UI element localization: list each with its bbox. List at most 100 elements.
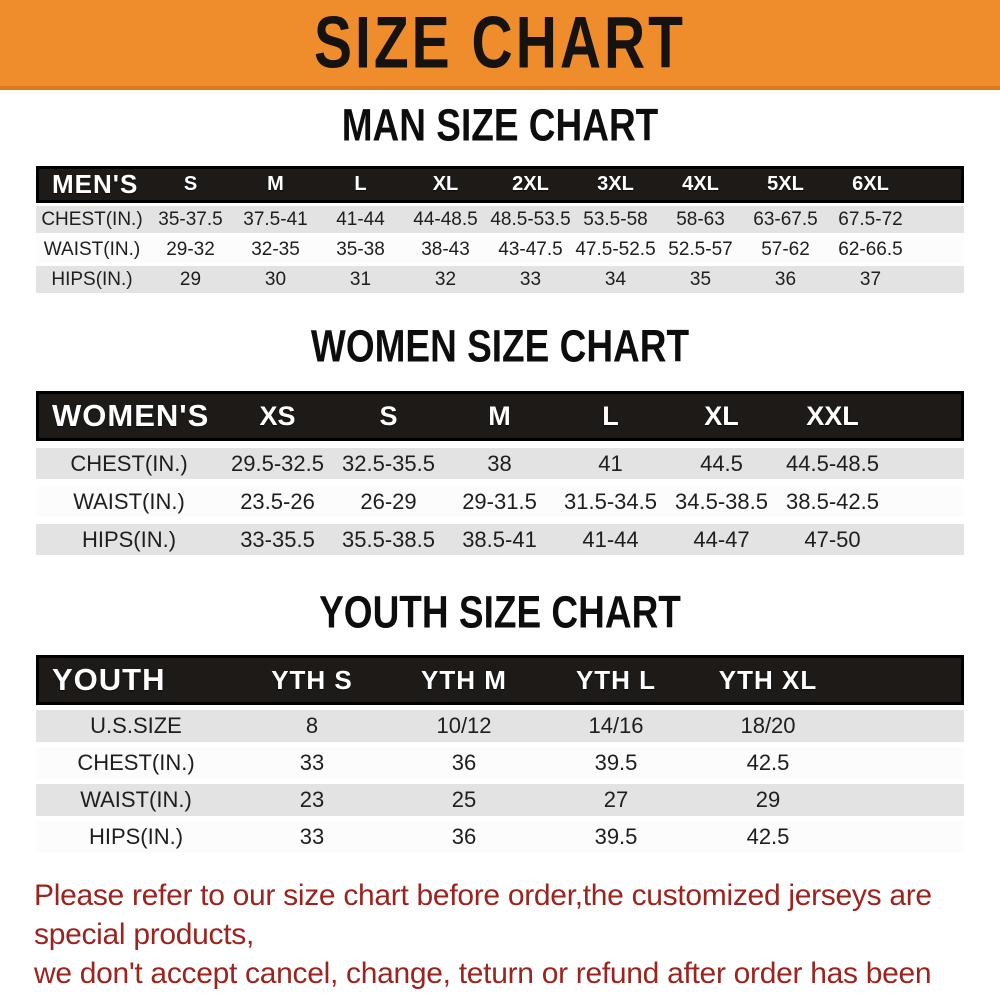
size-value-cell: 27	[540, 784, 692, 816]
size-value-cell: 14/16	[540, 710, 692, 742]
size-value-cell: 33-35.5	[222, 524, 333, 555]
header-spacer	[888, 391, 964, 441]
table-header-row: MEN'S S M L XL 2XL 3XL 4XL 5XL 6XL	[36, 166, 964, 203]
size-value-cell: 33	[236, 821, 388, 853]
size-value-cell: 58-63	[658, 206, 743, 233]
size-value-cell: 10/12	[388, 710, 540, 742]
size-value-cell: 34.5-38.5	[666, 486, 777, 517]
table-row: HIPS(IN.) 29 30 31 32 33 34 35 36 37	[36, 266, 964, 293]
row-label: WAIST(IN.)	[36, 784, 236, 816]
column-header-l: L	[555, 391, 666, 441]
size-value-cell: 44-47	[666, 524, 777, 555]
size-chart-section-womens: WOMEN SIZE CHART WOMEN'S XS S M L XL XXL CHEST…	[36, 321, 964, 562]
size-value-cell: 43-47.5	[488, 236, 573, 263]
size-value-cell: 34	[573, 266, 658, 293]
size-value-cell: 37	[828, 266, 913, 293]
size-value-cell: 8	[236, 710, 388, 742]
size-value-cell: 47-50	[777, 524, 888, 555]
size-value-cell: 38.5-41	[444, 524, 555, 555]
row-spacer	[913, 206, 964, 233]
row-label: CHEST(IN.)	[36, 747, 236, 779]
size-value-cell: 32	[403, 266, 488, 293]
header-spacer	[913, 166, 964, 203]
row-spacer	[913, 266, 964, 293]
size-value-cell: 41	[555, 448, 666, 479]
disclaimer-line-1: Please refer to our size chart before or…	[34, 879, 932, 951]
size-value-cell: 23.5-26	[222, 486, 333, 517]
size-value-cell: 38.5-42.5	[777, 486, 888, 517]
column-header-xl: XL	[666, 391, 777, 441]
column-header-m: M	[233, 166, 318, 203]
column-header-yth-l: YTH L	[540, 655, 692, 705]
size-value-cell: 41-44	[555, 524, 666, 555]
size-value-cell: 39.5	[540, 747, 692, 779]
order-disclaimer-note: Please refer to our size chart before or…	[34, 876, 966, 1000]
row-spacer	[888, 524, 964, 555]
size-value-cell: 41-44	[318, 206, 403, 233]
column-header-s: S	[333, 391, 444, 441]
table-row: U.S.SIZE 8 10/12 14/16 18/20	[36, 710, 964, 742]
size-chart-sections: MAN SIZE CHART MEN'S S M L XL 2XL 3XL 4XL 5XL 6XL…	[0, 100, 1000, 858]
row-spacer	[844, 821, 964, 853]
column-header-yth-s: YTH S	[236, 655, 388, 705]
table-row: CHEST(IN.) 29.5-32.5 32.5-35.5 38 41 44.5 44.5…	[36, 448, 964, 479]
size-value-cell: 35-37.5	[148, 206, 233, 233]
size-value-cell: 39.5	[540, 821, 692, 853]
column-header-5xl: 5XL	[743, 166, 828, 203]
size-value-cell: 31	[318, 266, 403, 293]
size-value-cell: 29.5-32.5	[222, 448, 333, 479]
size-value-cell: 29	[692, 784, 844, 816]
row-label: HIPS(IN.)	[36, 524, 222, 555]
disclaimer-line-2: we don't accept cancel, change, teturn o…	[34, 957, 932, 1000]
section-heading: YOUTH SIZE CHART	[319, 587, 681, 638]
table-row: CHEST(IN.) 33 36 39.5 42.5	[36, 747, 964, 779]
size-value-cell: 32.5-35.5	[333, 448, 444, 479]
size-value-cell: 33	[488, 266, 573, 293]
column-header-6xl: 6XL	[828, 166, 913, 203]
column-header-yth-xl: YTH XL	[692, 655, 844, 705]
column-header-yth-m: YTH M	[388, 655, 540, 705]
size-value-cell: 36	[388, 747, 540, 779]
size-table: MEN'S S M L XL 2XL 3XL 4XL 5XL 6XL CHEST(IN.) 35-3…	[36, 163, 964, 296]
row-spacer	[844, 710, 964, 742]
size-value-cell: 53.5-58	[573, 206, 658, 233]
row-spacer	[844, 784, 964, 816]
size-value-cell: 25	[388, 784, 540, 816]
row-label: WAIST(IN.)	[36, 486, 222, 517]
size-table: YOUTH YTH S YTH M YTH L YTH XL U.S.SIZE 8 10/1…	[36, 650, 964, 858]
row-label: WAIST(IN.)	[36, 236, 148, 263]
column-header-xxl: XXL	[777, 391, 888, 441]
size-value-cell: 29	[148, 266, 233, 293]
table-row: CHEST(IN.) 35-37.5 37.5-41 41-44 44-48.5 48.5…	[36, 206, 964, 233]
size-value-cell: 44.5	[666, 448, 777, 479]
size-value-cell: 35	[658, 266, 743, 293]
row-label: HIPS(IN.)	[36, 266, 148, 293]
size-value-cell: 31.5-34.5	[555, 486, 666, 517]
size-value-cell: 62-66.5	[828, 236, 913, 263]
row-spacer	[888, 486, 964, 517]
table-header-row: WOMEN'S XS S M L XL XXL	[36, 391, 964, 441]
section-heading: WOMEN SIZE CHART	[310, 321, 690, 372]
size-value-cell: 63-67.5	[743, 206, 828, 233]
table-header-row: YOUTH YTH S YTH M YTH L YTH XL	[36, 655, 964, 705]
column-header-4xl: 4XL	[658, 166, 743, 203]
size-value-cell: 42.5	[692, 747, 844, 779]
size-value-cell: 32-35	[233, 236, 318, 263]
row-label: HIPS(IN.)	[36, 821, 236, 853]
table-row: WAIST(IN.) 23.5-26 26-29 29-31.5 31.5-34.5 34…	[36, 486, 964, 517]
size-value-cell: 44-48.5	[403, 206, 488, 233]
size-value-cell: 26-29	[333, 486, 444, 517]
size-value-cell: 37.5-41	[233, 206, 318, 233]
column-header-s: S	[148, 166, 233, 203]
size-value-cell: 44.5-48.5	[777, 448, 888, 479]
size-chart-section-youth: YOUTH SIZE CHART YOUTH YTH S YTH M YTH L YTH…	[36, 587, 964, 858]
size-chart-section-mens: MAN SIZE CHART MEN'S S M L XL 2XL 3XL 4XL 5XL 6XL…	[36, 100, 964, 296]
table-corner-label: YOUTH	[36, 655, 236, 705]
row-label: CHEST(IN.)	[36, 448, 222, 479]
size-value-cell: 33	[236, 747, 388, 779]
column-header-l: L	[318, 166, 403, 203]
size-value-cell: 30	[233, 266, 318, 293]
size-value-cell: 42.5	[692, 821, 844, 853]
size-value-cell: 48.5-53.5	[488, 206, 573, 233]
row-spacer	[844, 747, 964, 779]
